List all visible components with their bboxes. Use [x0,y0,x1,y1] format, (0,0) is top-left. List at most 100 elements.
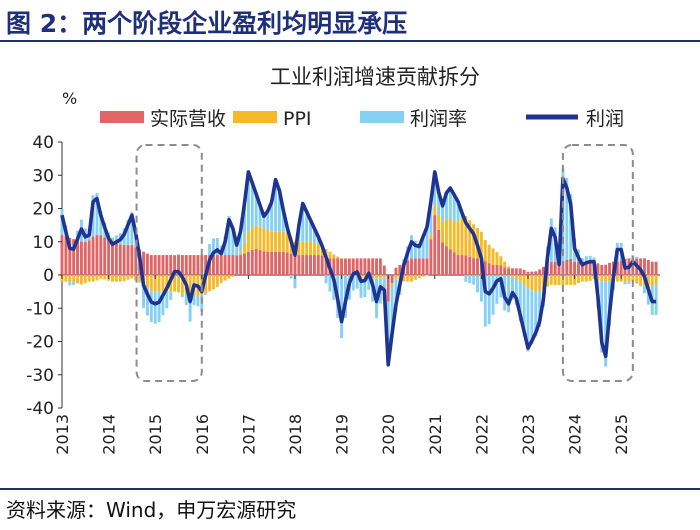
figure-header: 图 2：两个阶段企业盈利均明显承压 [0,0,700,42]
margin-bar [177,254,180,256]
margin-bar [231,226,235,256]
revenue-bar [246,251,250,275]
ppi-bar [347,258,351,259]
ppi-bar [410,275,413,282]
margin-bar [654,284,658,315]
margin-bar [114,235,118,244]
margin-bar [239,231,243,253]
revenue-bar [64,236,68,275]
revenue-bar [514,268,518,275]
highlight-box [561,144,634,382]
margin-bar [491,275,495,315]
x-tick-label: 2020 [379,414,398,455]
revenue-bar [305,255,309,275]
ppi-bar [413,275,417,280]
revenue-bar [534,271,538,275]
margin-bar [452,194,456,221]
margin-bar [468,275,472,284]
revenue-bar [522,269,526,275]
revenue-bar [289,253,293,275]
revenue-bar [95,235,99,275]
revenue-bar [398,265,402,275]
revenue-bar [60,235,64,275]
revenue-bar [351,258,355,275]
ppi-bar [64,275,68,282]
ppi-bar [258,226,262,251]
legend-swatch [233,111,277,123]
legend: 实际营收 PPI 利润率 利润 [100,108,624,130]
margin-bar [351,275,355,291]
margin-bar [227,215,231,256]
revenue-bar [312,255,316,275]
revenue-bar [293,255,297,275]
x-tick-label: 2013 [53,414,72,455]
ppi-bar [452,220,456,253]
margin-bar [538,291,542,328]
margin-bar [623,281,627,285]
revenue-bar [320,255,324,275]
ppi-bar [204,275,208,294]
revenue-bar [464,255,468,275]
legend-label: 利润 [586,108,624,130]
y-tick-label: 40 [32,133,54,153]
margin-bar [204,293,208,295]
ppi-bar [464,215,468,256]
ppi-bar [340,258,344,259]
highlight-boxes [135,144,634,382]
margin-bar [196,294,200,307]
ppi-bar [627,275,631,282]
revenue-bar [336,258,340,275]
ppi-bar [448,219,452,250]
x-tick-label: 2021 [426,414,445,455]
ppi-bar [87,275,91,282]
legend-label: 实际营收 [150,108,226,130]
revenue-bar [410,258,413,275]
ppi-bar [305,241,309,256]
y-tick-label: -20 [26,333,54,353]
ppi-bar [285,233,289,253]
margin-bar [421,235,425,259]
revenue-bar [145,253,149,275]
margin-bar [301,203,305,242]
ppi-bar [472,224,476,259]
revenue-bar [495,265,499,275]
ppi-bar [526,275,530,289]
ppi-bar [91,275,95,282]
ppi-bar [483,240,487,262]
revenue-bar [441,242,445,275]
margin-bar [266,211,270,230]
revenue-bar [499,265,503,275]
margin-bar [270,201,274,232]
y-tick-label: -10 [26,299,54,319]
revenue-bar [227,255,231,275]
margin-bar [604,281,608,367]
revenue-bar [483,261,487,275]
ppi-bar [545,275,549,287]
revenue-bar [332,258,336,275]
ppi-bar [351,258,355,259]
footer-rule [0,488,700,490]
margin-bar [413,240,417,259]
ppi-bar [227,275,231,279]
revenue-bar [600,265,604,275]
revenue-bar [72,239,76,275]
margin-bar [126,220,130,246]
ppi-bar [378,275,382,279]
margin-bar [526,288,530,352]
y-axis-ticks: 40 30 20 10 0 -10 -20 -30 -40 [26,133,62,419]
ppi-bar [468,220,472,257]
ppi-bar [122,275,126,282]
revenue-bar [639,258,643,275]
margin-bar [479,275,483,302]
ppi-bar [138,275,142,282]
margin-bar [157,291,161,323]
x-tick-label: 2022 [472,414,491,455]
revenue-bar [375,258,378,275]
ppi-bar [208,275,212,292]
revenue-bar [76,240,79,275]
revenue-bar [542,266,545,275]
revenue-bar [359,258,363,275]
ppi-bar [491,248,495,266]
ppi-bar [382,275,386,278]
revenue-bar [553,261,557,275]
